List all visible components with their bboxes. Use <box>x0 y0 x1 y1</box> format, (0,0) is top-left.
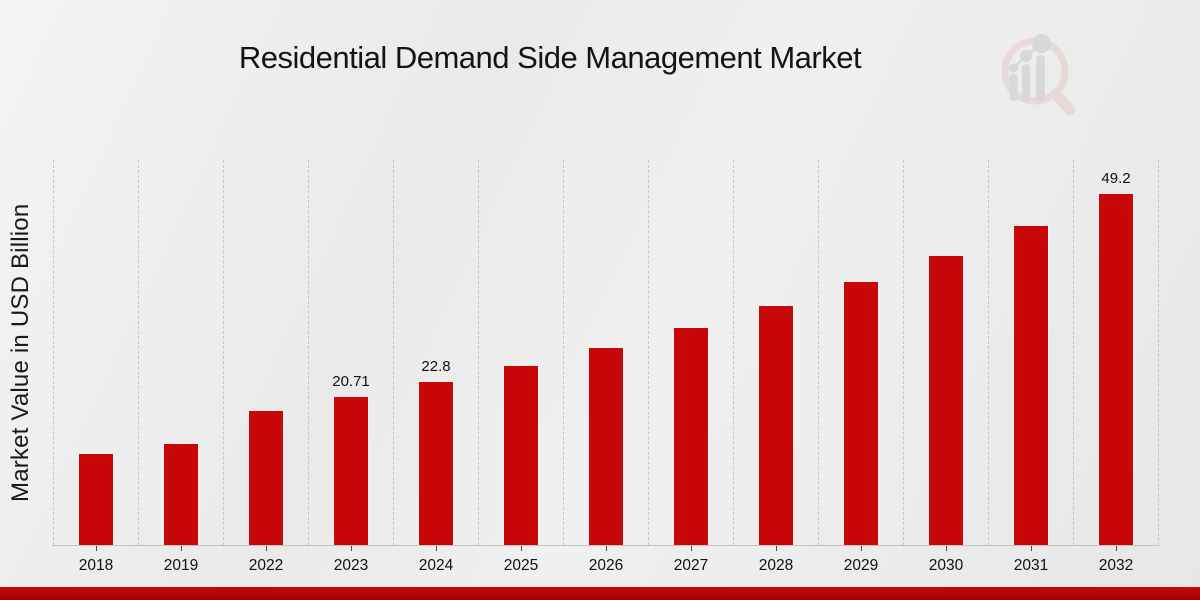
bar-2022 <box>249 411 283 545</box>
x-axis-label-2022: 2022 <box>248 557 284 574</box>
x-axis-tick <box>946 546 947 551</box>
x-axis-tick <box>691 546 692 551</box>
bar-2032 <box>1099 194 1133 545</box>
y-axis-label: Market Value in USD Billion <box>7 203 34 502</box>
x-axis-tick <box>776 546 777 551</box>
value-label-2024: 22.8 <box>421 358 451 375</box>
value-label-2032: 49.2 <box>1101 170 1131 187</box>
page-title: Residential Demand Side Management Marke… <box>238 40 862 75</box>
chart-column-2030: 2030 <box>903 160 988 574</box>
x-axis-label-2019: 2019 <box>163 557 199 574</box>
chart-column-2019: 2019 <box>138 160 223 574</box>
bar-2029 <box>844 282 878 545</box>
x-axis-tick <box>521 546 522 551</box>
chart-column-2022: 2022 <box>223 160 308 574</box>
x-axis-label-2032: 2032 <box>1098 557 1134 574</box>
footer-accent-bar <box>0 587 1200 600</box>
bar-2030 <box>929 256 963 545</box>
bar-2026 <box>589 348 623 545</box>
x-axis-label-2025: 2025 <box>503 557 539 574</box>
chart-column-2027: 2027 <box>648 160 733 574</box>
x-axis-tick <box>606 546 607 551</box>
chart-column-2026: 2026 <box>563 160 648 574</box>
chart-column-2032: 49.2 2032 <box>1073 160 1158 574</box>
value-label-2023: 20.71 <box>332 373 370 390</box>
x-axis-tick <box>181 546 182 551</box>
x-axis-tick <box>351 546 352 551</box>
bar-2027 <box>674 328 708 545</box>
chart-column-2023: 20.71 2023 <box>308 160 393 574</box>
x-axis-tick <box>861 546 862 551</box>
chart-column-2028: 2028 <box>733 160 818 574</box>
market-research-logo-watermark <box>1001 34 1076 116</box>
bar-2025 <box>504 366 538 545</box>
bar-2019 <box>164 444 198 545</box>
chart-column-2025: 2025 <box>478 160 563 574</box>
bar-growth-icon <box>1009 34 1051 101</box>
x-axis-tick <box>96 546 97 551</box>
x-axis-label-2028: 2028 <box>758 557 794 574</box>
x-axis-tick <box>436 546 437 551</box>
bar-2018 <box>79 454 113 545</box>
x-axis-tick <box>1116 546 1117 551</box>
bar-2024 <box>419 382 453 545</box>
bar-2023 <box>334 397 368 545</box>
x-axis-label-2023: 2023 <box>333 557 369 574</box>
x-axis-label-2027: 2027 <box>673 557 709 574</box>
x-axis-tick <box>266 546 267 551</box>
x-axis-label-2026: 2026 <box>588 557 624 574</box>
chart-column-2018: 2018 <box>53 160 138 574</box>
chart-column-2024: 22.8 2024 <box>393 160 478 574</box>
bar-2031 <box>1014 226 1048 545</box>
x-axis-tick <box>1031 546 1032 551</box>
x-axis-label-2024: 2024 <box>418 557 454 574</box>
x-axis-label-2031: 2031 <box>1013 557 1049 574</box>
bar-chart-plot-area: 2018 2019 2022 20.71 2023 22.8 2024 2025 2026 202… <box>53 160 1159 574</box>
x-axis-label-2018: 2018 <box>78 557 114 574</box>
chart-column-2029: 2029 <box>818 160 903 574</box>
x-axis-label-2030: 2030 <box>928 557 964 574</box>
bar-2028 <box>759 306 793 545</box>
chart-column-2031: 2031 <box>988 160 1073 574</box>
x-axis-label-2029: 2029 <box>843 557 879 574</box>
